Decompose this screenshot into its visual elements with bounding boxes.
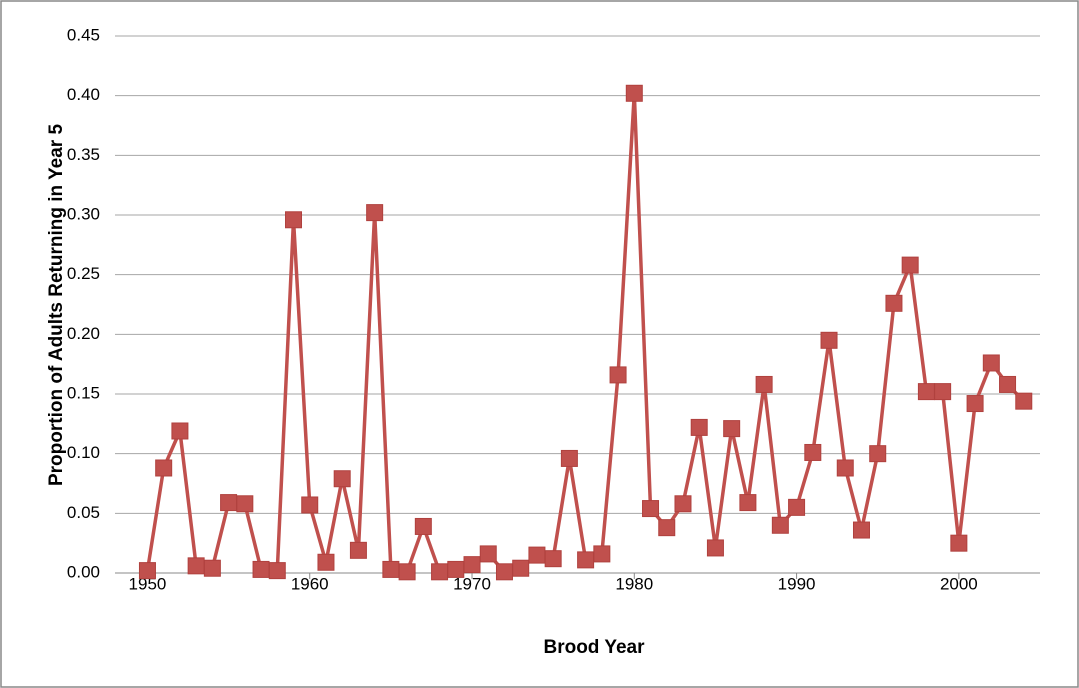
data-point (788, 498, 806, 516)
x-tick-label: 1970 (453, 574, 491, 593)
data-point (690, 418, 708, 436)
data-point (739, 494, 757, 512)
data-point (479, 545, 497, 563)
data-point (414, 517, 432, 535)
y-axis-title: Proportion of Adults Returning in Year 5 (46, 124, 67, 487)
data-point (252, 560, 270, 578)
data-point (268, 562, 286, 580)
data-point (706, 539, 724, 557)
data-point (333, 470, 351, 488)
data-point (869, 445, 887, 463)
data-point (528, 546, 546, 564)
data-point (593, 545, 611, 563)
data-point (317, 553, 335, 571)
data-point (577, 551, 595, 569)
data-point (138, 562, 156, 580)
y-tick-label: 0.45 (67, 25, 100, 44)
data-point (382, 560, 400, 578)
data-point (934, 383, 952, 401)
y-tick-label: 0.10 (67, 443, 100, 462)
data-point (836, 459, 854, 477)
data-point (966, 395, 984, 413)
data-point (155, 459, 173, 477)
data-point (512, 559, 530, 577)
data-point (1015, 392, 1033, 410)
data-point (625, 84, 643, 102)
data-point (950, 534, 968, 552)
data-point (187, 557, 205, 575)
data-point (398, 563, 416, 581)
data-point (723, 420, 741, 438)
y-tick-label: 0.30 (67, 204, 100, 223)
data-point (171, 422, 189, 440)
data-point (301, 496, 319, 514)
data-point (203, 559, 221, 577)
x-tick-label: 1990 (778, 574, 816, 593)
data-point (366, 204, 384, 222)
data-point (820, 331, 838, 349)
data-point (885, 294, 903, 312)
data-point (674, 495, 692, 513)
data-point (285, 211, 303, 229)
data-point (901, 256, 919, 274)
data-point (560, 449, 578, 467)
data-point (917, 383, 935, 401)
y-tick-label: 0.40 (67, 85, 100, 104)
y-tick-label: 0.00 (67, 562, 100, 581)
data-point (658, 519, 676, 537)
data-point (804, 443, 822, 461)
x-axis-title: Brood Year (543, 637, 645, 658)
data-point (755, 375, 773, 393)
data-point (220, 494, 238, 512)
data-point (463, 556, 481, 574)
data-point (544, 550, 562, 568)
data-point (495, 563, 513, 581)
y-tick-label: 0.05 (67, 503, 100, 522)
data-point (642, 500, 660, 518)
x-tick-label: 1960 (291, 574, 329, 593)
y-tick-label: 0.35 (67, 145, 100, 164)
x-tick-label: 1980 (615, 574, 653, 593)
data-point (349, 541, 367, 559)
data-point (982, 354, 1000, 372)
data-point (431, 563, 449, 581)
data-point (999, 375, 1017, 393)
data-point (609, 366, 627, 384)
data-point (852, 521, 870, 539)
data-point (236, 495, 254, 513)
x-tick-label: 2000 (940, 574, 978, 593)
y-tick-label: 0.20 (67, 324, 100, 343)
y-tick-label: 0.15 (67, 383, 100, 402)
data-point (771, 516, 789, 534)
y-tick-label: 0.25 (67, 264, 100, 283)
data-point (447, 560, 465, 578)
x-tick-label: 1950 (129, 574, 167, 593)
